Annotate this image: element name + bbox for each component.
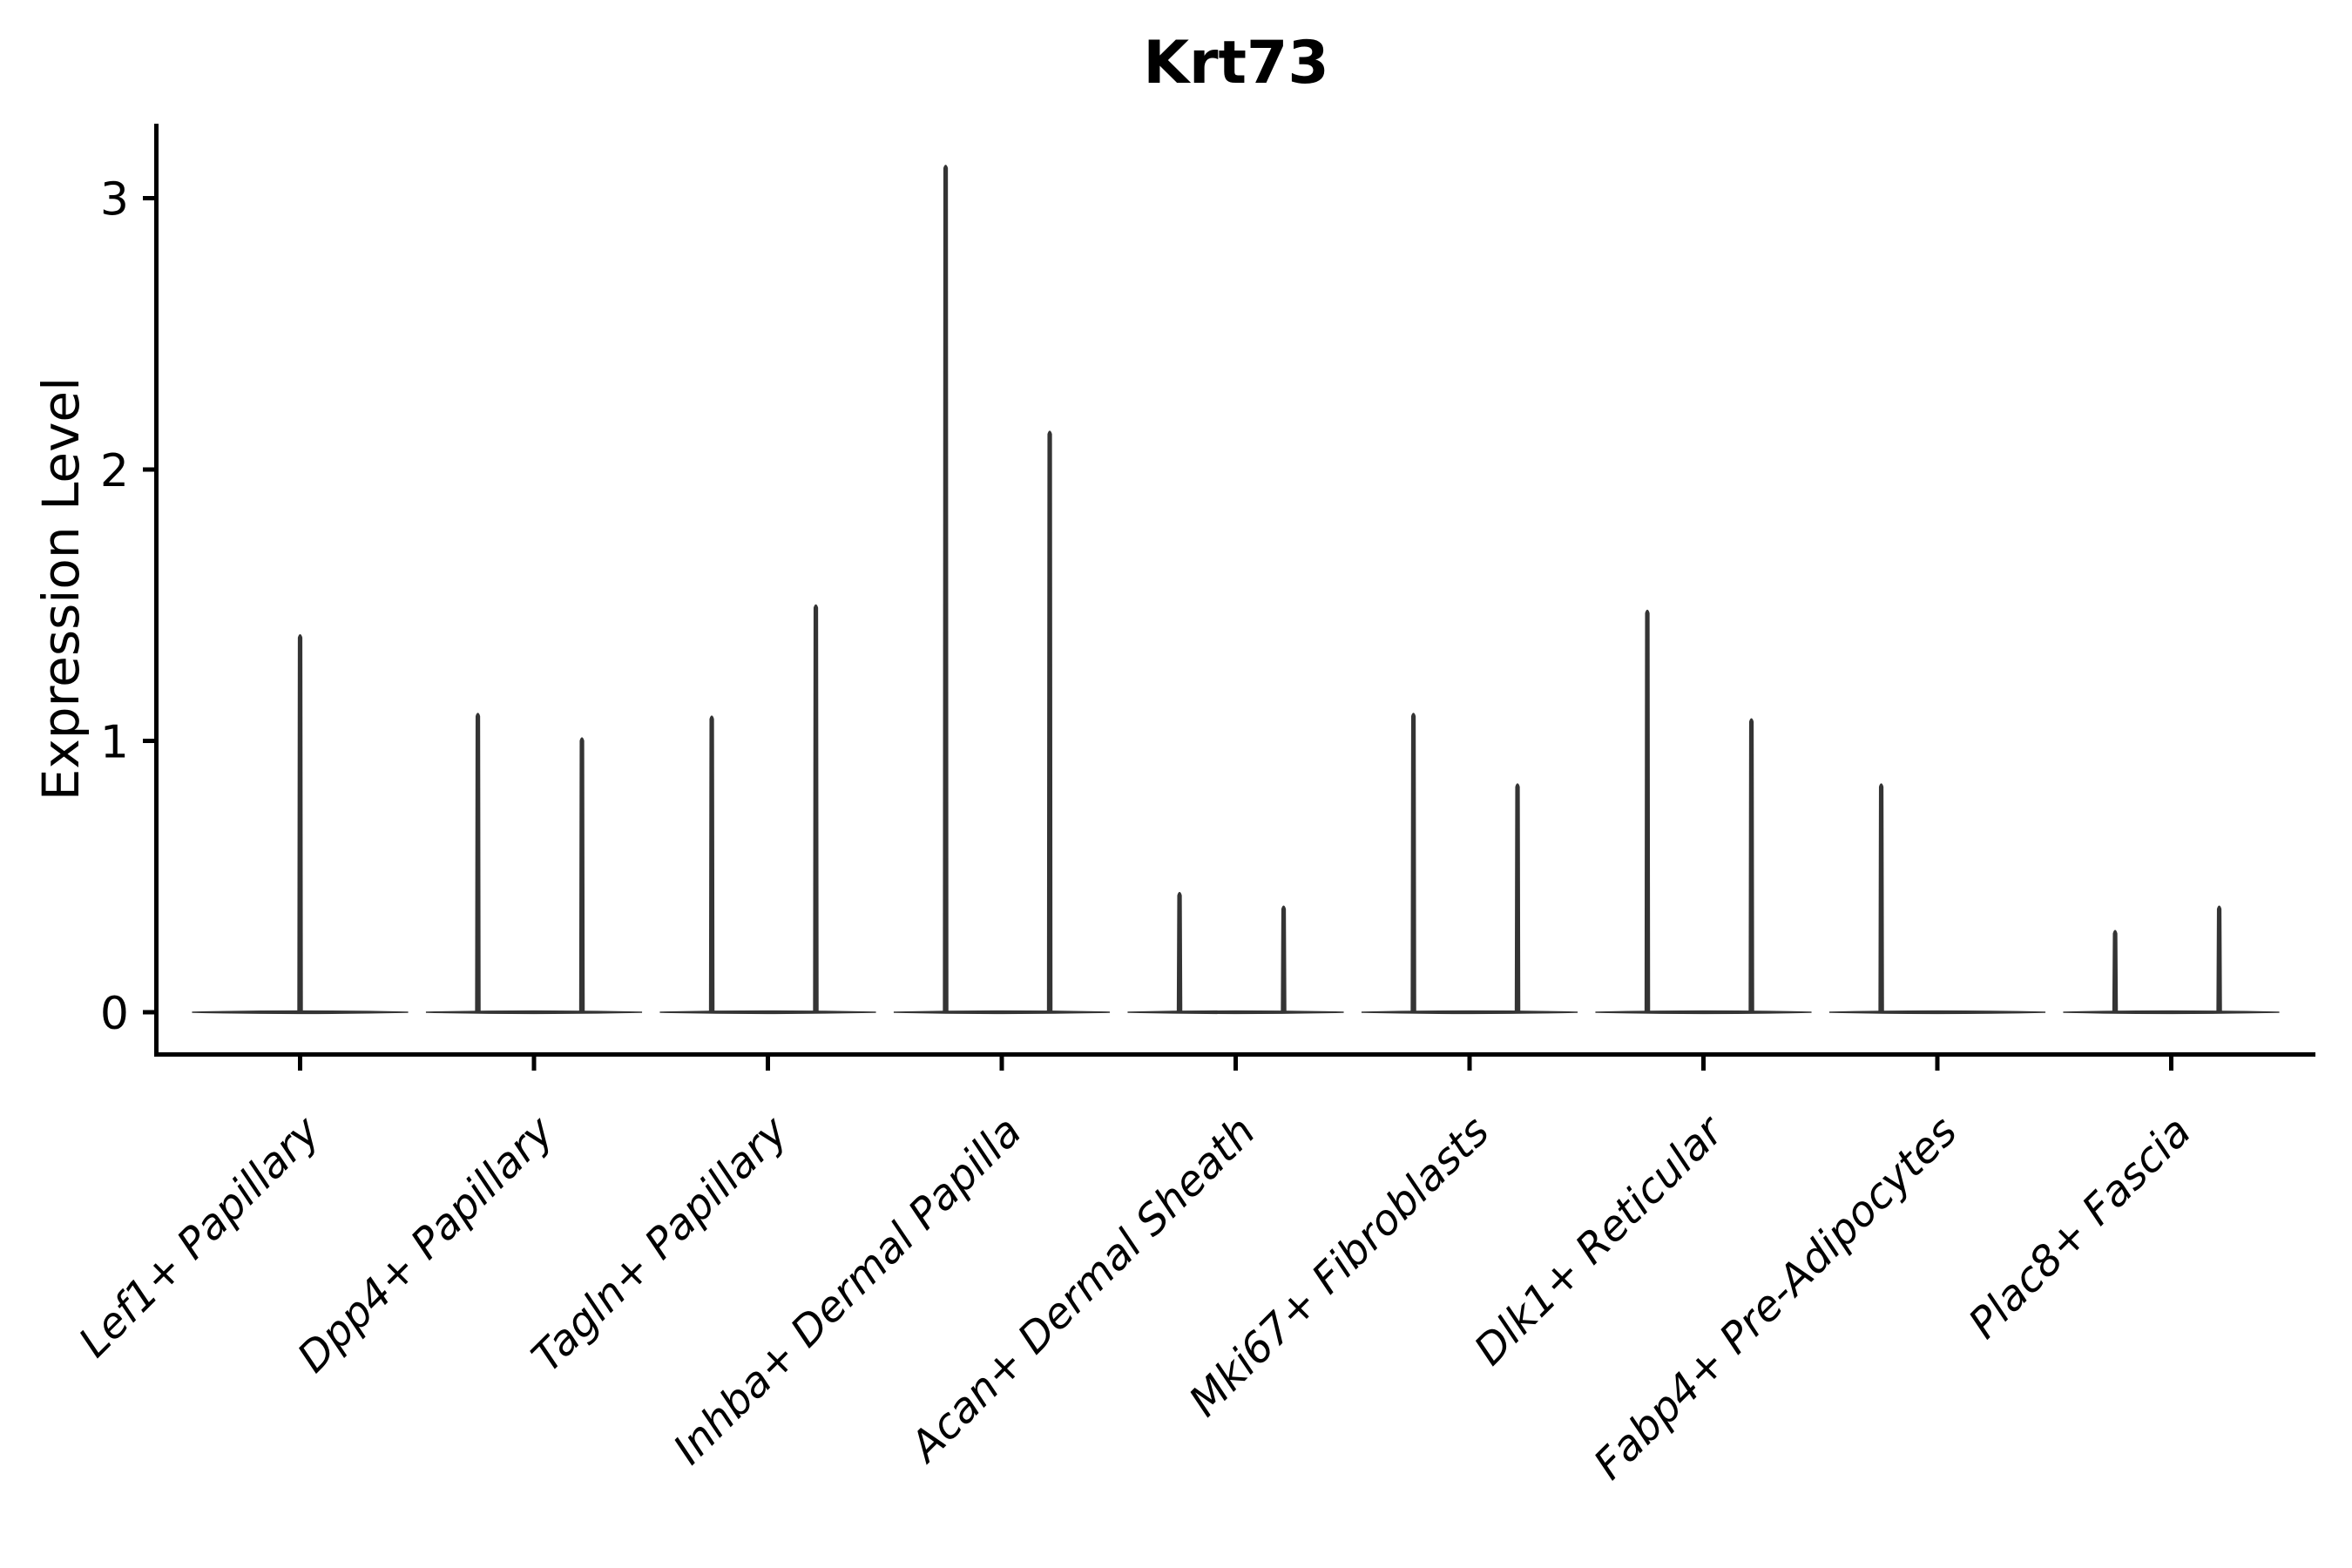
violin-body — [893, 1010, 1111, 1015]
violin-spike — [475, 713, 481, 1013]
violin-body — [1361, 1010, 1578, 1015]
violin-spike — [1281, 905, 1287, 1013]
violin-body — [1595, 1010, 1812, 1015]
x-tick-label: Dpp4+ Papillary — [288, 1106, 564, 1382]
violin-body — [2063, 1010, 2280, 1015]
x-tick-label: Tagln+ Papillary — [523, 1106, 798, 1382]
violin-spike — [1410, 713, 1416, 1013]
x-tick-label: Lef1+ Papillary — [70, 1106, 330, 1367]
violin-spike — [2216, 905, 2222, 1013]
y-tick-label: 0 — [100, 988, 129, 1040]
violin-body — [1127, 1010, 1344, 1015]
chart-title: Krt73 — [1143, 29, 1329, 98]
violin-body — [425, 1010, 643, 1015]
violin-spike — [813, 604, 819, 1013]
violin-spike — [2112, 929, 2119, 1013]
violin-spike — [1878, 783, 1884, 1013]
violin-spike — [943, 165, 949, 1013]
x-tick-label: Dlk1+ Reticular — [1465, 1105, 1735, 1375]
violin-spike — [1176, 891, 1183, 1013]
y-tick-label: 3 — [100, 174, 129, 226]
violin-spike — [708, 715, 715, 1013]
violin-spike — [578, 737, 585, 1013]
y-tick-label: 1 — [100, 717, 129, 769]
violin-spike — [297, 633, 303, 1013]
violin-body — [659, 1010, 876, 1015]
violin-spike — [1748, 718, 1754, 1013]
violin-spike — [1514, 783, 1521, 1013]
y-tick-label: 2 — [100, 445, 129, 497]
x-tick-label: Plac8+ Fascia — [1959, 1107, 2200, 1348]
violin-spike — [1046, 430, 1053, 1013]
violin-body — [1828, 1010, 2046, 1015]
violin-spike — [1644, 609, 1651, 1013]
